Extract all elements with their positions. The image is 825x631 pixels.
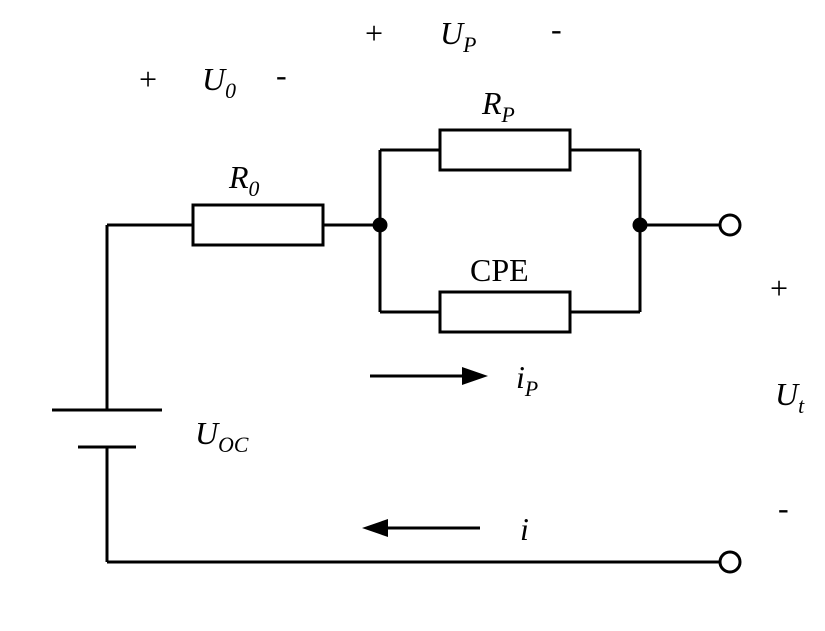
up-label: UP — [440, 15, 476, 57]
resistor-r0 — [193, 205, 323, 245]
circuit-diagram: + U0 - + UP - R0 RP CPE UOC iP i Ut + - — [0, 0, 825, 626]
rp-label: RP — [481, 85, 515, 127]
node-dot — [374, 219, 386, 231]
circuit-svg: + U0 - + UP - R0 RP CPE UOC iP i Ut + - — [0, 0, 825, 626]
cpe-label: CPE — [470, 252, 529, 288]
up-plus: + — [365, 15, 383, 51]
resistor-rp — [440, 130, 570, 170]
terminal-bottom — [720, 552, 740, 572]
ut-label: Ut — [775, 376, 805, 418]
terminal-minus: - — [778, 490, 789, 526]
terminal-plus: + — [770, 270, 788, 306]
up-minus: - — [551, 11, 562, 47]
ip-label: iP — [516, 359, 538, 401]
u0-minus: - — [276, 57, 287, 93]
arrow-ip — [370, 367, 488, 385]
voltage-source — [52, 225, 162, 562]
u0-label: U0 — [202, 61, 236, 103]
r0-label: R0 — [228, 159, 260, 201]
cpe-element — [440, 292, 570, 332]
arrow-i — [362, 519, 480, 537]
u0-plus: + — [139, 61, 157, 97]
uoc-label: UOC — [195, 415, 249, 457]
terminal-top — [720, 215, 740, 235]
i-label: i — [520, 511, 529, 547]
